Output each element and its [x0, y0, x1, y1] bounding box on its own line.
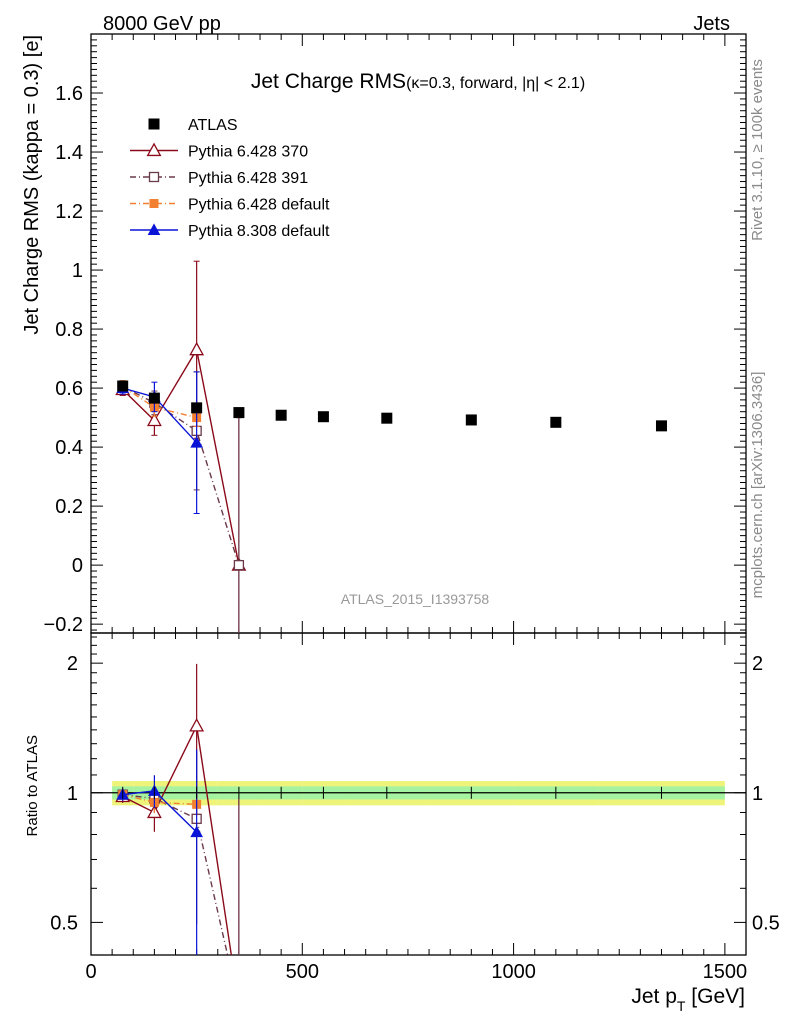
header-left: 8000 GeV pp [103, 13, 221, 35]
x-tick-label: 0 [85, 961, 96, 983]
data-point [148, 392, 160, 404]
series-point [189, 341, 205, 356]
ratio-y-tick-label-right: 0.5 [752, 912, 780, 934]
x-tick-label: 500 [286, 961, 319, 983]
y-tick-label: 0.4 [55, 437, 83, 459]
x-axis-label-main: Jet p [631, 985, 677, 1008]
x-tick-label: 1500 [703, 961, 748, 983]
data-point [275, 409, 287, 421]
legend-label: ATLAS [188, 117, 238, 134]
y-tick-label: 0.8 [55, 319, 83, 341]
y-tick-label: 1.6 [55, 83, 83, 105]
plot-frames [90, 33, 747, 956]
ratio-series-line [122, 793, 229, 955]
legend-marker [148, 171, 160, 183]
axis-ticks: 0 500 1000 1500 −0.2 0 0.2 0.4 0.6 0.8 1 1.2 1.4 1.6 0… [44, 34, 780, 983]
chart-title: Jet Charge RMS(κ=0.3, forward, |η| < 2.1… [251, 70, 585, 93]
x-axis-label-unit: [GeV] [685, 985, 745, 1008]
data-point [233, 407, 245, 419]
data-point [117, 380, 129, 392]
y-tick-label: 1 [72, 260, 83, 282]
series-point [233, 559, 245, 571]
y-tick-label: 0.6 [55, 378, 83, 400]
x-axis-label-sub: T [677, 998, 686, 1014]
legend-label: Pythia 6.428 391 [188, 170, 308, 187]
chart-subtitle: (κ=0.3, forward, |η| < 2.1) [406, 75, 585, 92]
data-point [550, 416, 562, 428]
legend-marker [148, 118, 160, 130]
series-line [122, 386, 197, 419]
x-tick-label: 1000 [491, 961, 536, 983]
ratio-plot-series [115, 663, 662, 955]
ratio-uncertainty-bands [91, 781, 746, 806]
analysis-watermark: ATLAS_2015_I1393758 [341, 591, 490, 607]
ratio-y-tick-label-right: 1 [752, 783, 763, 805]
series-line [122, 385, 240, 566]
legend-marker [149, 199, 159, 208]
header-right: Jets [693, 13, 730, 35]
legend-marker [146, 142, 162, 157]
ratio-y-tick-label: 1 [67, 783, 78, 805]
y-tick-label: 0.2 [55, 496, 83, 518]
chart-title-main: Jet Charge RMS [251, 70, 406, 93]
ratio-y-tick-label: 2 [67, 653, 78, 675]
data-point [381, 412, 393, 424]
legend-label: Pythia 6.428 370 [188, 144, 308, 161]
ratio-plot-frame [90, 632, 747, 956]
series-point [146, 412, 162, 427]
data-point [191, 402, 203, 414]
mcplots-reference-label: mcplots.cern.ch [arXiv:1306.3436] [749, 372, 766, 599]
ratio-point [189, 717, 205, 732]
y-axis-label: Jet Charge RMS (kappa = 0.3) [e] [21, 35, 43, 335]
legend-label: Pythia 8.308 default [188, 223, 330, 240]
main-plot-series [115, 260, 247, 633]
y-tick-label: −0.2 [44, 614, 83, 636]
rivet-version-label: Rivet 3.1.10, ≥ 100k events [749, 59, 766, 241]
legend: ATLAS Pythia 6.428 370 Pythia 6.428 391 Pyt… [130, 117, 330, 240]
series-point [190, 436, 203, 448]
ratio-y-tick-label-right: 2 [752, 653, 763, 675]
y-tick-label: 0 [72, 555, 83, 577]
legend-label: Pythia 6.428 default [188, 197, 330, 214]
atlas-data-points [117, 380, 667, 432]
data-point [655, 420, 667, 432]
legend-marker [147, 223, 161, 235]
ratio-series-line [122, 723, 233, 955]
y-tick-label: 1.2 [55, 201, 83, 223]
ratio-y-axis-label: Ratio to ATLAS [24, 735, 41, 836]
data-point [465, 414, 477, 426]
data-point [317, 411, 329, 423]
series-line [122, 347, 240, 566]
ratio-y-tick-label: 0.5 [50, 912, 78, 934]
x-axis-label: Jet pT [GeV] [631, 985, 745, 1014]
y-tick-label: 1.4 [55, 142, 83, 164]
ratio-point [190, 825, 203, 838]
